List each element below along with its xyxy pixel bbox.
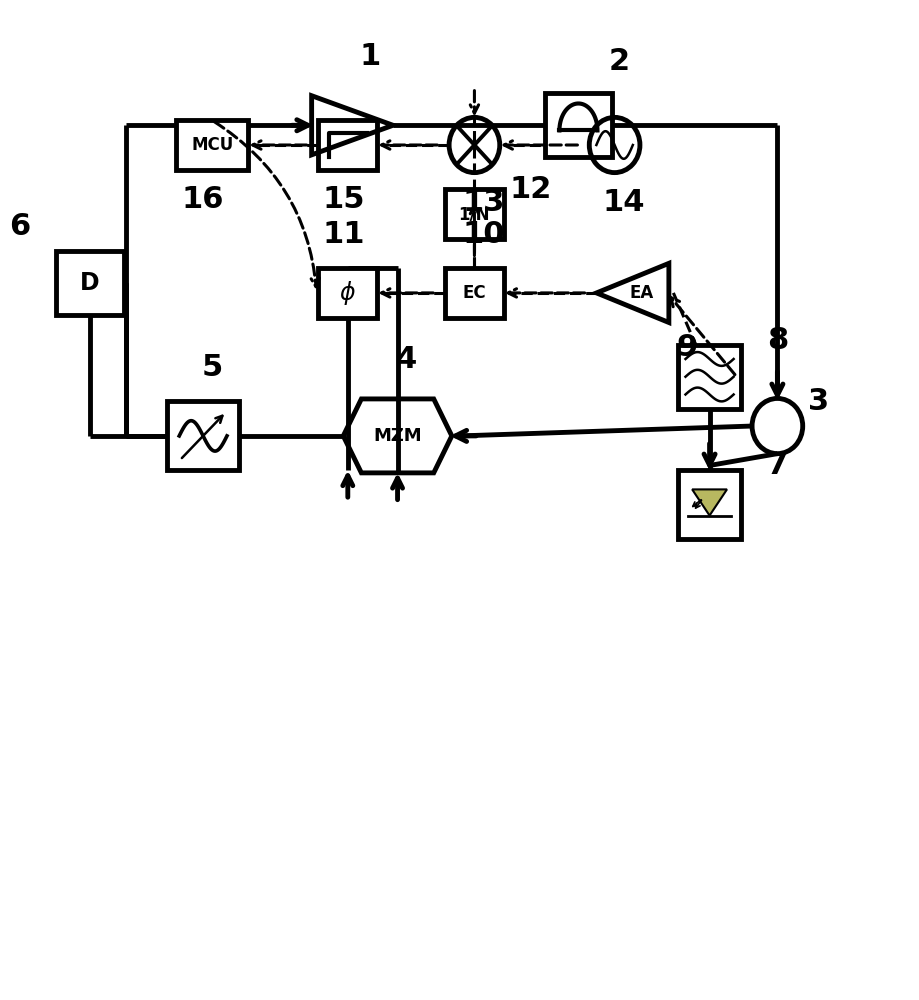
Text: 9: 9	[675, 333, 697, 362]
Text: 13: 13	[461, 188, 505, 217]
Text: $\phi$: $\phi$	[339, 279, 356, 307]
Text: 16: 16	[182, 185, 224, 214]
Text: 5: 5	[201, 353, 222, 382]
Text: 12: 12	[509, 175, 551, 204]
Text: 8: 8	[766, 326, 788, 355]
Text: 2: 2	[607, 47, 629, 76]
Text: 1: 1	[359, 42, 380, 71]
Bar	[318, 120, 377, 170]
Bar	[544, 93, 612, 157]
Bar	[318, 268, 377, 318]
Bar	[56, 251, 124, 315]
Bar	[677, 470, 741, 539]
Text: MCU: MCU	[191, 136, 233, 154]
Polygon shape	[691, 489, 726, 516]
Text: 4: 4	[395, 345, 416, 374]
Text: 11: 11	[322, 220, 364, 249]
Text: 3: 3	[807, 387, 828, 416]
Text: 15: 15	[322, 185, 364, 214]
Text: 6: 6	[9, 212, 30, 241]
Text: MZM: MZM	[373, 427, 422, 445]
Bar	[176, 120, 248, 170]
Text: D: D	[80, 271, 100, 295]
Text: 1/N: 1/N	[459, 205, 490, 223]
Text: 10: 10	[461, 220, 505, 249]
Bar	[445, 268, 504, 318]
Bar	[445, 189, 504, 239]
Bar	[166, 401, 239, 470]
Text: 14: 14	[602, 188, 644, 217]
Bar	[677, 345, 741, 409]
Text: EC: EC	[462, 284, 486, 302]
Text: EA: EA	[629, 284, 653, 302]
Text: 7: 7	[766, 451, 787, 480]
